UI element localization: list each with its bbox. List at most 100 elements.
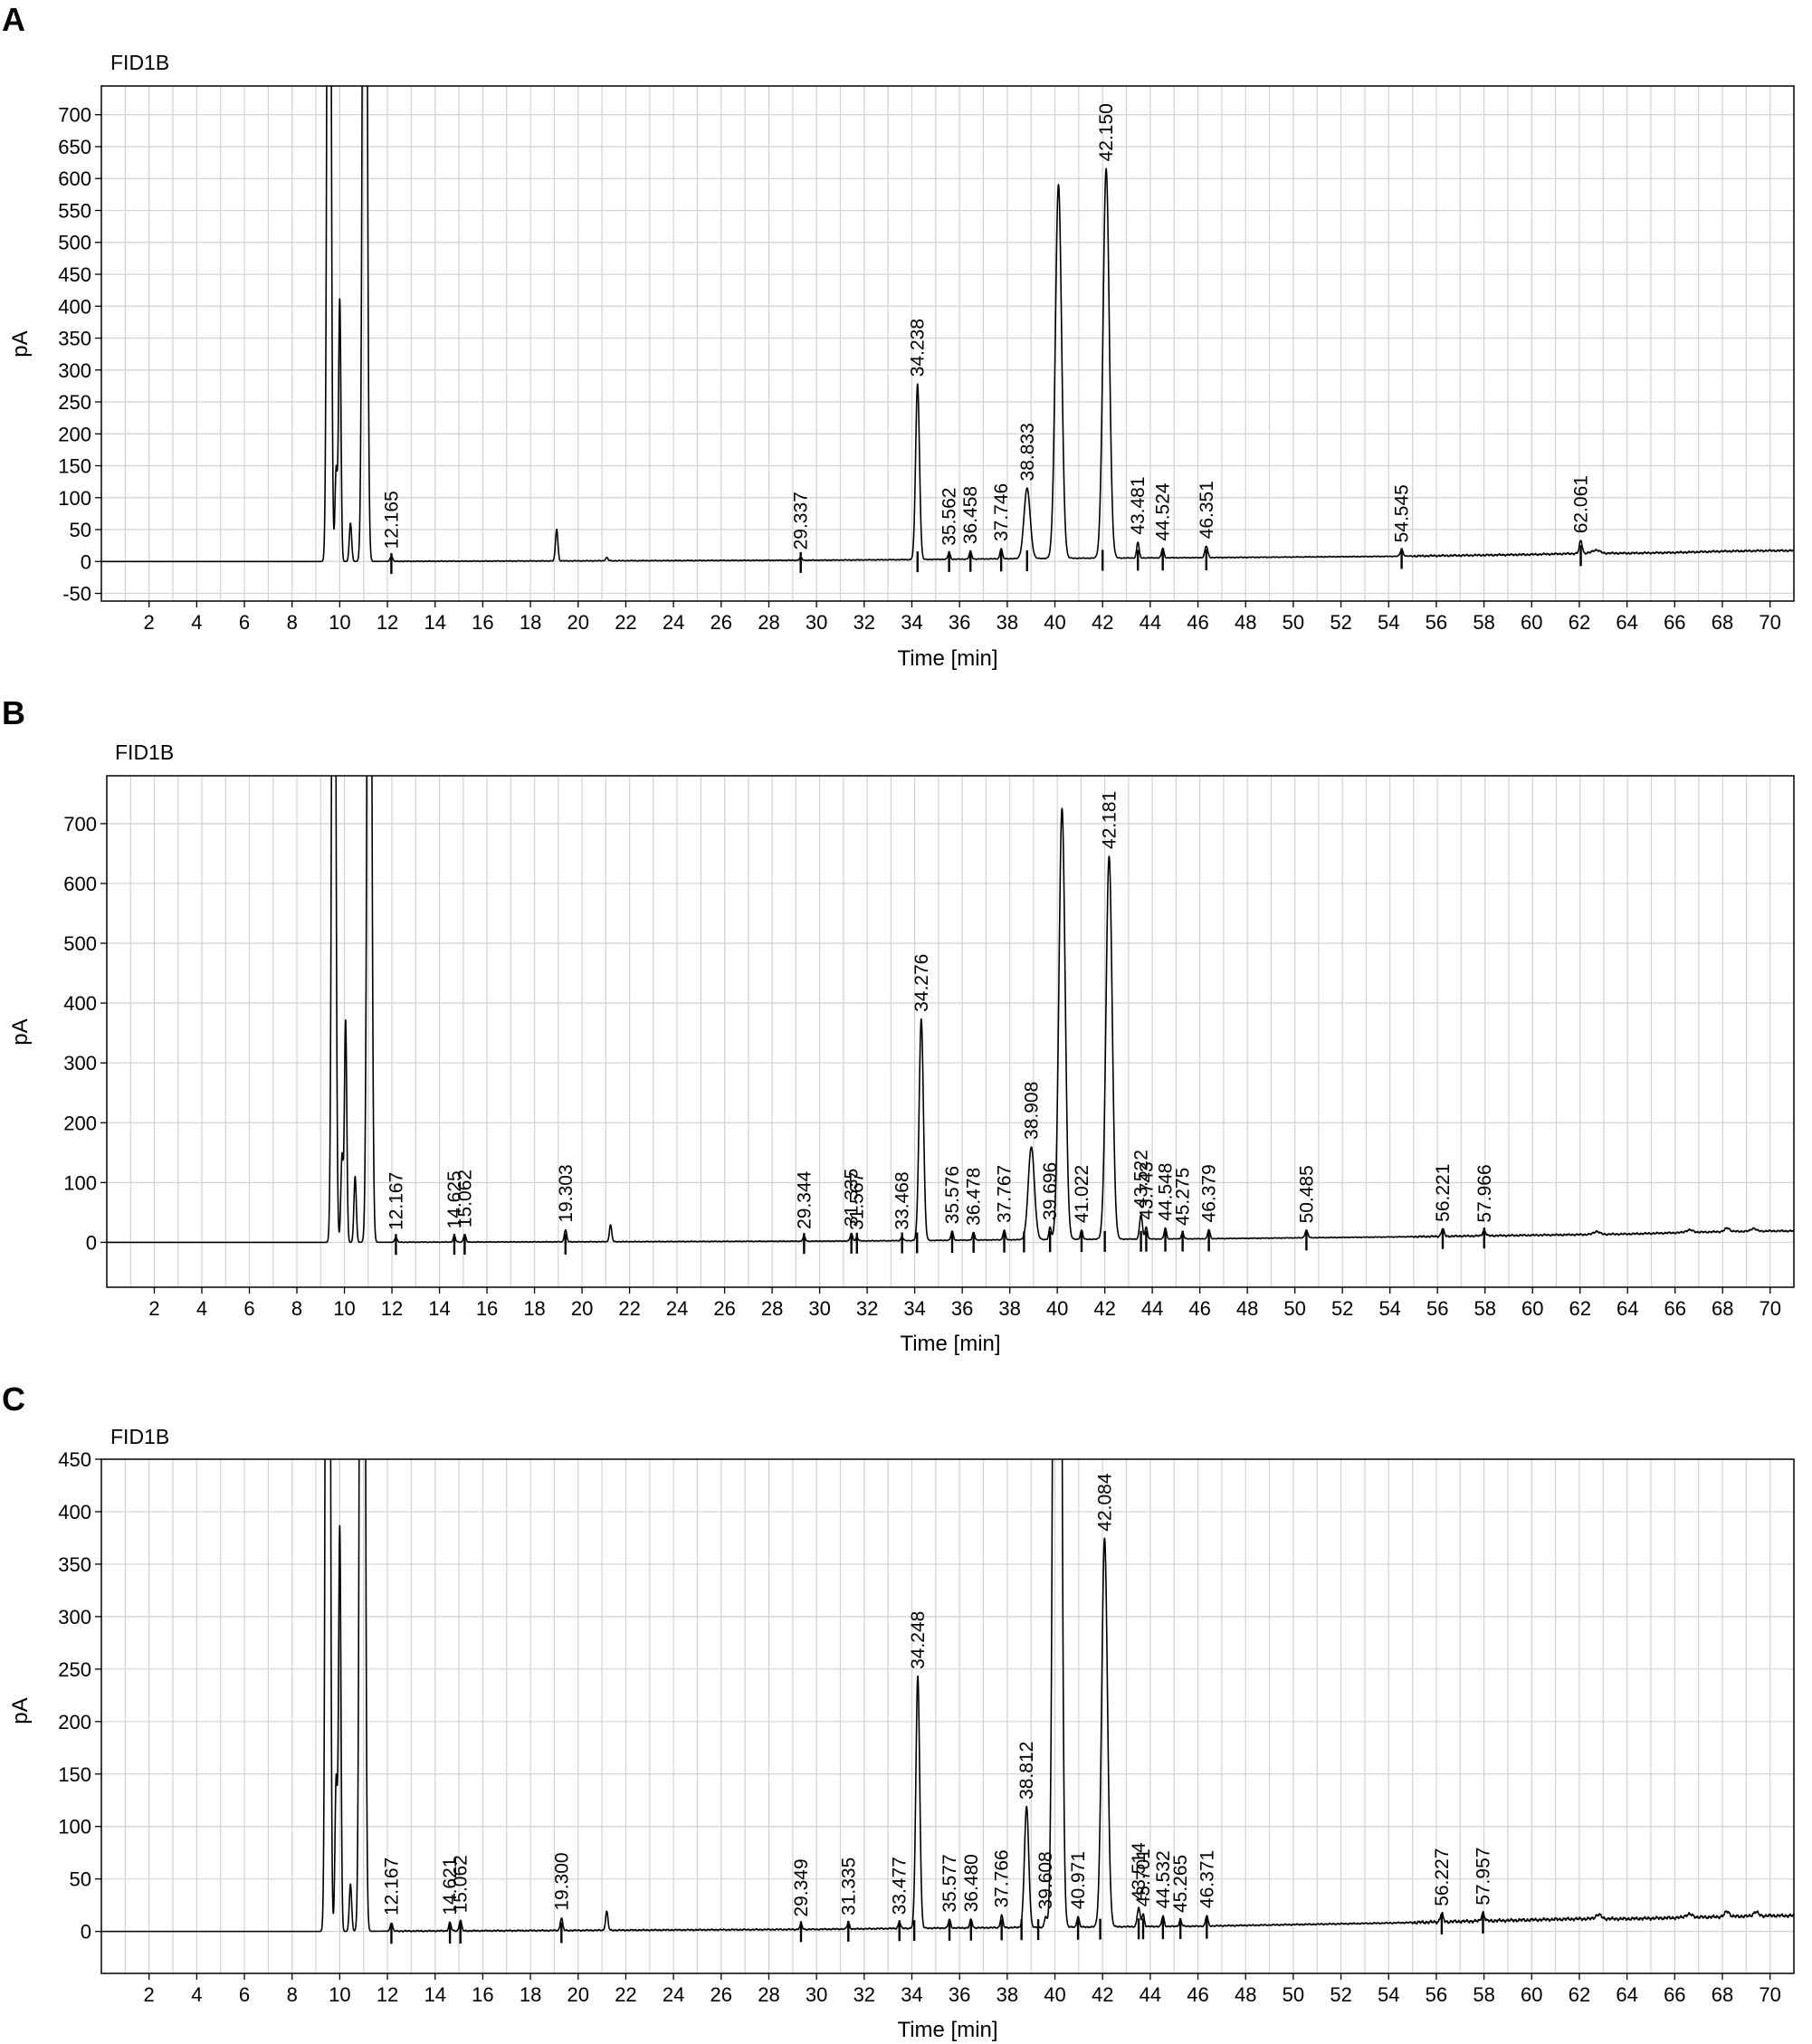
peak-label: 56.227 [1432, 1848, 1453, 1906]
y-tick-label: 0 [81, 550, 91, 573]
y-tick-label: 0 [81, 1921, 91, 1944]
x-tick-label: 32 [856, 1297, 878, 1320]
peak-label: 43.743 [1136, 1161, 1157, 1219]
x-tick-label: 10 [333, 1297, 355, 1320]
peak-label: 43.522 [1131, 1150, 1152, 1208]
peak-label: 12.165 [381, 491, 402, 549]
x-tick-label: 16 [472, 1983, 493, 2006]
x-tick-label: 10 [329, 611, 350, 634]
x-tick-label: 2 [148, 1297, 159, 1320]
peak-label: 57.957 [1473, 1848, 1493, 1906]
chromatogram-trace [107, 776, 1794, 1244]
x-tick-label: 48 [1235, 1983, 1256, 2006]
chromatogram-line [101, 86, 1794, 563]
y-tick-label: 500 [63, 932, 97, 955]
panel-letter: A [2, 1, 25, 38]
integration-markers [395, 1227, 1486, 1256]
x-tick-label: 42 [1093, 1297, 1115, 1320]
x-tick-label: 38 [997, 1983, 1018, 2006]
peak-label: 35.562 [939, 488, 960, 546]
x-tick-label: 64 [1616, 611, 1637, 634]
y-tick-label: 200 [63, 1112, 97, 1134]
peak-label: 43.514 [1129, 1842, 1149, 1901]
x-tick-label: 32 [854, 611, 875, 634]
x-tick-label: 14 [424, 611, 445, 634]
y-tick-label: 600 [58, 167, 91, 190]
x-tick-label: 4 [191, 611, 202, 634]
x-tick-label: 36 [949, 1983, 970, 2006]
integration-markers [390, 1913, 1484, 1944]
detector-label: FID1B [110, 51, 169, 74]
x-axis-title: Time [min] [897, 646, 997, 671]
y-tick-label: 550 [58, 199, 91, 222]
x-tick-label: 44 [1140, 611, 1161, 634]
x-tick-label: 68 [1712, 1983, 1733, 2006]
y-tick-label: 450 [58, 1448, 91, 1471]
x-tick-label: 52 [1331, 1297, 1353, 1320]
grid [101, 86, 1794, 601]
peak-label: 35.576 [942, 1166, 963, 1224]
y-tick-label: 700 [58, 104, 91, 127]
x-tick-label: 58 [1473, 611, 1494, 634]
x-tick-label: 40 [1044, 611, 1065, 634]
x-tick-label: 50 [1283, 611, 1304, 634]
x-axis-title: Time [min] [900, 1332, 1000, 1356]
x-tick-label: 28 [758, 1983, 779, 2006]
chromatogram-trace [101, 1459, 1794, 1933]
y-tick-label: 150 [58, 1763, 91, 1786]
x-tick-label: 52 [1330, 611, 1351, 634]
x-axis-ticks: 2 4 6 8 10 12 14 16 18 20 22 24 26 28 30 32 34 36 38 40 42 44… [148, 1287, 1781, 1320]
peak-label: 19.300 [551, 1852, 572, 1910]
y-tick-label: 0 [86, 1231, 97, 1254]
peak-label: 46.379 [1199, 1164, 1220, 1222]
peak-label: 29.337 [791, 492, 812, 549]
x-tick-label: 42 [1092, 1983, 1113, 2006]
peak-label: 14.625 [444, 1170, 465, 1228]
y-tick-label: 600 [63, 873, 97, 895]
x-tick-label: 38 [998, 1297, 1020, 1320]
x-tick-label: 12 [381, 1297, 403, 1320]
x-tick-label: 2 [144, 611, 155, 634]
x-tick-label: 60 [1521, 611, 1542, 634]
peak-label: 14.621 [440, 1858, 461, 1915]
integration-markers [390, 545, 1582, 575]
y-tick-label: 100 [58, 487, 91, 510]
peak-label: 15.062 [451, 1855, 472, 1913]
peak-label: 56.221 [1433, 1164, 1454, 1222]
x-tick-label: 66 [1664, 1297, 1685, 1320]
peak-label: 19.303 [556, 1164, 577, 1222]
x-tick-label: 64 [1616, 1983, 1637, 2006]
y-tick-label: 350 [58, 1553, 91, 1576]
x-tick-label: 2 [144, 1983, 155, 2006]
peak-label: 42.150 [1096, 103, 1117, 161]
x-tick-label: 42 [1092, 611, 1113, 634]
x-tick-label: 22 [618, 1297, 640, 1320]
x-tick-label: 34 [903, 1297, 925, 1320]
peak-label: 44.532 [1153, 1850, 1174, 1908]
panel-a: A FID1B 12.165 29.337 34.238 35.562 36.458 37… [2, 1, 1795, 671]
peak-label: 37.767 [995, 1165, 1016, 1223]
x-tick-label: 6 [243, 1297, 254, 1320]
x-tick-label: 46 [1187, 611, 1208, 634]
peak-label: 44.548 [1156, 1163, 1177, 1221]
y-axis-title: pA [8, 1697, 33, 1724]
chromatogram-line [101, 1459, 1794, 1933]
peak-label: 37.746 [991, 483, 1012, 541]
plot-frame [100, 1458, 1795, 1974]
grid [101, 1459, 1794, 1973]
x-tick-label: 64 [1616, 1297, 1638, 1320]
x-tick-label: 44 [1141, 1297, 1163, 1320]
peak-label: 34.238 [908, 319, 929, 377]
plot-frame [100, 85, 1795, 602]
x-tick-label: 62 [1569, 611, 1590, 634]
x-tick-label: 66 [1664, 611, 1685, 634]
x-tick-label: 46 [1188, 1297, 1210, 1320]
x-tick-label: 66 [1664, 1983, 1685, 2006]
x-tick-label: 4 [196, 1297, 207, 1320]
x-tick-label: 12 [377, 1983, 398, 2006]
x-tick-label: 18 [520, 1983, 541, 2006]
x-tick-label: 56 [1426, 1983, 1447, 2006]
x-axis-ticks: 2 4 6 8 10 12 14 16 18 20 22 24 26 28 30 32 34 36 38 40 42 44… [144, 601, 1781, 634]
